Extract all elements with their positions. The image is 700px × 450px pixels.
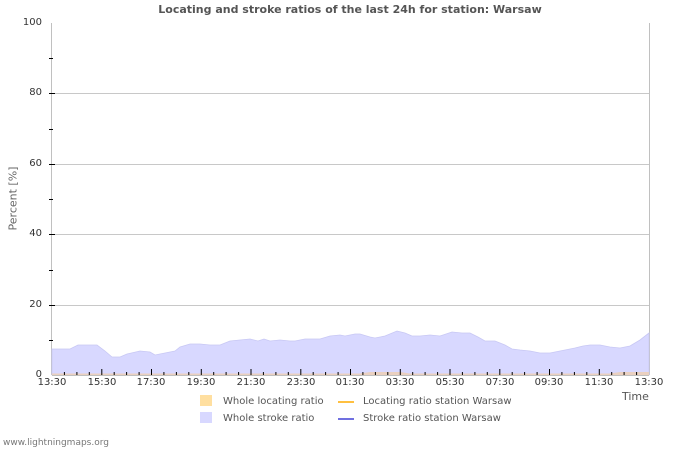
x-axis-label: Time [622, 390, 649, 403]
x-tick-label: 09:30 [534, 377, 564, 388]
x-tick-label: 03:30 [385, 377, 415, 388]
x-tick-label: 19:30 [186, 377, 216, 388]
x-tick-label: 15:30 [87, 377, 117, 388]
y-tick-label: 20 [29, 299, 42, 310]
footer-source-link[interactable]: www.lightningmaps.org [3, 438, 109, 448]
y-tick-label: 80 [29, 87, 42, 98]
x-tick-label: 11:30 [584, 377, 614, 388]
x-tick-label: 13:30 [634, 377, 664, 388]
x-tick-label: 07:30 [485, 377, 515, 388]
x-tick-label: 05:30 [435, 377, 465, 388]
x-tick-label: 01:30 [335, 377, 365, 388]
whole-stroke-ratio-area [51, 330, 650, 376]
x-tick-label: 17:30 [136, 377, 166, 388]
gridlines [52, 93, 649, 306]
y-tick-label: 0 [35, 369, 42, 380]
y-tick-label: 40 [29, 228, 42, 239]
chart-title: Locating and stroke ratios of the last 2… [158, 3, 542, 16]
x-tick-label: 13:30 [37, 377, 67, 388]
x-tick-label: 21:30 [236, 377, 266, 388]
x-tick-label: 23:30 [286, 377, 316, 388]
y-tick-label: 100 [22, 17, 42, 28]
x-axis-ticks [63, 369, 638, 375]
y-tick-label: 60 [29, 158, 42, 169]
